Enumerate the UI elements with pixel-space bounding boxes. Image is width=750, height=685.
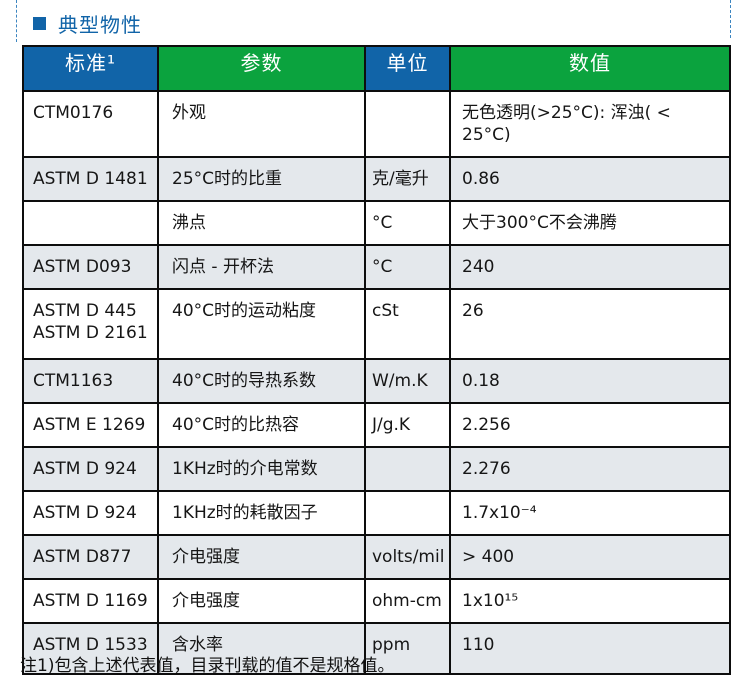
table-row: ASTM D 1481 25°C时的比重 克/毫升 0.86: [22, 156, 731, 202]
unit-cell: J/g.K: [364, 402, 451, 448]
unit-cell: [364, 490, 451, 536]
unit-cell: 克/毫升: [364, 156, 451, 202]
crop-mark-right: [730, 0, 731, 38]
standard-cell: ASTM D 1481: [22, 156, 159, 202]
unit-cell: volts/mil: [364, 534, 451, 580]
typical-properties-table: 标准¹ 参数 单位 数值 CTM0176 外观 无色透明(>25°C): 浑浊(…: [22, 45, 731, 675]
footnote: 注1)包含上述代表值，目录刊载的值不是规格值。: [20, 656, 395, 676]
unit-cell: cSt: [364, 288, 451, 360]
standard-cell: ASTM D 445 ASTM D 2161: [22, 288, 159, 360]
parameter-cell: 1KHz时的耗散因子: [157, 490, 366, 536]
value-cell: 大于300°C不会沸腾: [449, 200, 731, 246]
table-row: ASTM D093 闪点 - 开杯法 °C 240: [22, 244, 731, 290]
table-row: ASTM D 1169 介电强度 ohm-cm 1x10¹⁵: [22, 578, 731, 624]
table-row: CTM0176 外观 无色透明(>25°C): 浑浊( < 25°C): [22, 90, 731, 158]
standard-cell: ASTM D877: [22, 534, 159, 580]
unit-cell: °C: [364, 200, 451, 246]
value-cell: 110: [449, 622, 731, 675]
parameter-cell: 闪点 - 开杯法: [157, 244, 366, 290]
value-cell: 2.276: [449, 446, 731, 492]
table-row: ASTM D 924 1KHz时的介电常数 2.276: [22, 446, 731, 492]
value-cell: 0.86: [449, 156, 731, 202]
table-row: 沸点 °C 大于300°C不会沸腾: [22, 200, 731, 246]
standard-cell: ASTM D 1533: [22, 622, 159, 675]
table-row: ASTM E 1269 40°C时的比热容 J/g.K 2.256: [22, 402, 731, 448]
standard-cell: ASTM D 924: [22, 490, 159, 536]
standard-cell: ASTM D 924: [22, 446, 159, 492]
standard-cell: [22, 200, 159, 246]
section-title: 典型物性: [33, 9, 142, 38]
parameter-cell: 25°C时的比重: [157, 156, 366, 202]
crop-mark-left: [16, 0, 17, 42]
standard-cell: ASTM D093: [22, 244, 159, 290]
parameter-cell: 沸点: [157, 200, 366, 246]
parameter-cell: 1KHz时的介电常数: [157, 446, 366, 492]
value-cell: 无色透明(>25°C): 浑浊( < 25°C): [449, 90, 731, 158]
table-row: CTM1163 40°C时的导热系数 W/m.K 0.18: [22, 358, 731, 404]
parameter-cell: 介电强度: [157, 534, 366, 580]
value-cell: 1.7x10⁻⁴: [449, 490, 731, 536]
value-cell: 1x10¹⁵: [449, 578, 731, 624]
column-header-value: 数值: [449, 45, 731, 92]
parameter-cell: 含水率: [157, 622, 366, 675]
unit-cell: °C: [364, 244, 451, 290]
table-header-row: 标准¹ 参数 单位 数值: [22, 45, 731, 92]
unit-cell: [364, 446, 451, 492]
standard-cell: ASTM E 1269: [22, 402, 159, 448]
value-cell: > 400: [449, 534, 731, 580]
column-header-parameter: 参数: [157, 45, 366, 92]
parameter-cell: 40°C时的比热容: [157, 402, 366, 448]
value-cell: 240: [449, 244, 731, 290]
table-row: ASTM D877 介电强度 volts/mil > 400: [22, 534, 731, 580]
standard-cell: ASTM D 1169: [22, 578, 159, 624]
unit-cell: W/m.K: [364, 358, 451, 404]
table-row: ASTM D 924 1KHz时的耗散因子 1.7x10⁻⁴: [22, 490, 731, 536]
unit-cell: ppm: [364, 622, 451, 675]
column-header-unit: 单位: [364, 45, 451, 92]
unit-cell: [364, 90, 451, 158]
value-cell: 26: [449, 288, 731, 360]
parameter-cell: 40°C时的运动粘度: [157, 288, 366, 360]
standard-cell: CTM0176: [22, 90, 159, 158]
table-row: ASTM D 1533 含水率 ppm 110: [22, 622, 731, 675]
square-bullet-icon: [33, 17, 46, 30]
column-header-standard: 标准¹: [22, 45, 159, 92]
page-title: 典型物性: [58, 13, 142, 37]
value-cell: 0.18: [449, 358, 731, 404]
parameter-cell: 40°C时的导热系数: [157, 358, 366, 404]
parameter-cell: 介电强度: [157, 578, 366, 624]
table-row: ASTM D 445 ASTM D 2161 40°C时的运动粘度 cSt 26: [22, 288, 731, 360]
parameter-cell: 外观: [157, 90, 366, 158]
unit-cell: ohm-cm: [364, 578, 451, 624]
value-cell: 2.256: [449, 402, 731, 448]
standard-cell: CTM1163: [22, 358, 159, 404]
